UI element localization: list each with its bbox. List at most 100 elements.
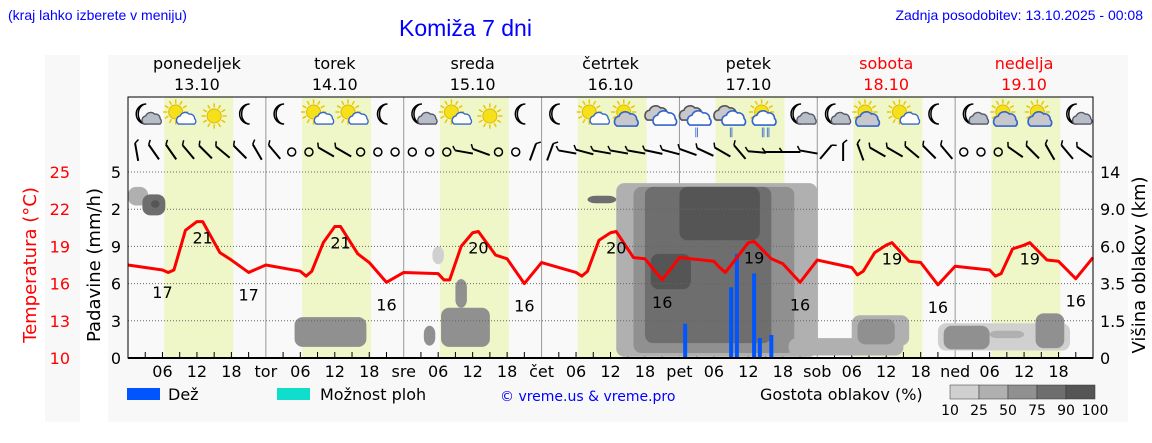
sun-cloud-icon (438, 99, 473, 125)
sun-ray (164, 115, 169, 119)
cloudy-rain-icon: ‖ (678, 105, 712, 138)
moon-cloud-icon (1066, 103, 1093, 125)
wind-barb-icon (641, 145, 663, 155)
temp-tick-label: 16 (50, 275, 70, 294)
day-name: nedelja (995, 54, 1054, 73)
wind-barb-icon (165, 139, 178, 160)
cloud-shape (451, 111, 473, 125)
sun-ray (902, 100, 907, 106)
moon-shape (376, 103, 388, 125)
day-abbr-label: tor (255, 362, 278, 381)
wind-barb-shaft (317, 146, 335, 158)
wind-barb-icon (713, 142, 731, 158)
wind-barb-flag (452, 145, 456, 151)
sun-ray (868, 100, 872, 106)
wind-barb-shaft (546, 143, 555, 161)
wind-barb-shaft (335, 146, 352, 158)
wind-barb-icon (147, 139, 160, 160)
sun-ray (482, 104, 487, 110)
sun-cloud-icon (335, 99, 369, 125)
wind-barb-shaft (856, 143, 865, 161)
sun-ray (582, 100, 586, 106)
cloud-shape (175, 111, 197, 125)
wind-barb-flag (733, 140, 736, 146)
cloud-axis-title: Višina oblakov (km) (1129, 176, 1150, 353)
wind-barb-shaft (575, 148, 594, 156)
hour-tick-label: 12 (738, 362, 758, 381)
cloud-shape (613, 111, 639, 127)
hour-tick-label: 12 (187, 362, 207, 381)
day-name: sreda (450, 54, 494, 73)
wind-barb-shaft (558, 149, 577, 155)
day-name: četrtek (582, 54, 640, 73)
moon-cloud-icon (135, 103, 163, 125)
cloud-scale-swatch (978, 384, 1009, 400)
sun-cloud-icon (886, 99, 921, 125)
cloud-shape (992, 111, 1019, 127)
moon-icon (273, 103, 285, 125)
wind-barb-icon (546, 141, 559, 161)
wind-barb-icon (134, 138, 140, 162)
sun-ray (768, 105, 773, 109)
sun-ray (888, 115, 893, 119)
wind-barb-shaft (799, 149, 818, 155)
cloud-area (943, 325, 990, 350)
cloud-area (441, 307, 490, 347)
sun-ray (306, 100, 311, 106)
wind-barb-flag (470, 143, 474, 150)
hour-tick-label: 12 (876, 362, 896, 381)
wind-barb-flag (713, 142, 716, 148)
wind-barb-shaft (922, 144, 937, 160)
wind-barb-flag (922, 140, 925, 146)
wind-calm-icon (304, 147, 314, 157)
temp-max-label: 21 (330, 234, 350, 253)
wind-barb-icon (555, 145, 577, 155)
wind-calm-icon (510, 147, 521, 157)
temperature-line (127, 220, 1095, 287)
wind-barb-icon (452, 145, 474, 155)
sun-ray (630, 105, 636, 109)
wind-barb-shaft (1060, 144, 1074, 160)
sun-ray (853, 115, 859, 119)
sun-ray (336, 105, 342, 109)
location-hint-link[interactable]: (kraj lahko izberete v meniju) (8, 7, 187, 23)
sun-ray (995, 100, 1000, 106)
sun-ray (221, 109, 226, 113)
cloud-scale-label: 100 (1082, 403, 1109, 419)
wind-barb-icon (1060, 140, 1074, 160)
cloud-scale-label: 75 (1028, 403, 1046, 419)
sun-ray (302, 115, 307, 119)
cloud-scale-swatch (1036, 384, 1067, 400)
day-date: 16.10 (588, 75, 634, 94)
wind-barb-flag (165, 139, 169, 145)
wind-barb-shaft (1044, 143, 1056, 161)
day-date: 13.10 (174, 75, 220, 94)
wind-barb-icon (267, 140, 282, 160)
sun-disc (206, 108, 222, 124)
cloud-shape (652, 110, 678, 126)
wind-calm-icon (407, 147, 418, 157)
cloud-area (857, 318, 895, 345)
cloud-scale-label: 25 (970, 403, 988, 419)
daytime-band (853, 97, 923, 358)
moon-shape (514, 103, 526, 125)
sun-cloudy-icon (852, 99, 881, 127)
sun-ray (892, 100, 896, 106)
wind-barb-icon (1044, 139, 1056, 161)
day-abbr-label: pet (666, 362, 692, 381)
copyright-link[interactable]: © vreme.us & vreme.pro (500, 389, 675, 405)
temp-max-label: 19 (882, 250, 902, 269)
wind-barb-shaft (747, 150, 767, 154)
rain-bar (683, 323, 688, 358)
sun-ray (207, 122, 211, 128)
wind-barb-shaft (165, 144, 178, 160)
sun-ray (1030, 100, 1034, 106)
cloud-area (587, 195, 617, 204)
last-updated: Zadnja posodobitev: 13.10.2025 - 00:08 (895, 7, 1143, 23)
wind-barb-flag (778, 147, 784, 153)
sun-ray (991, 115, 996, 119)
wind-barb-shaft (147, 144, 160, 160)
day-date: 19.10 (1001, 75, 1047, 94)
moon-icon (238, 103, 250, 125)
cloud-area (1035, 313, 1065, 349)
